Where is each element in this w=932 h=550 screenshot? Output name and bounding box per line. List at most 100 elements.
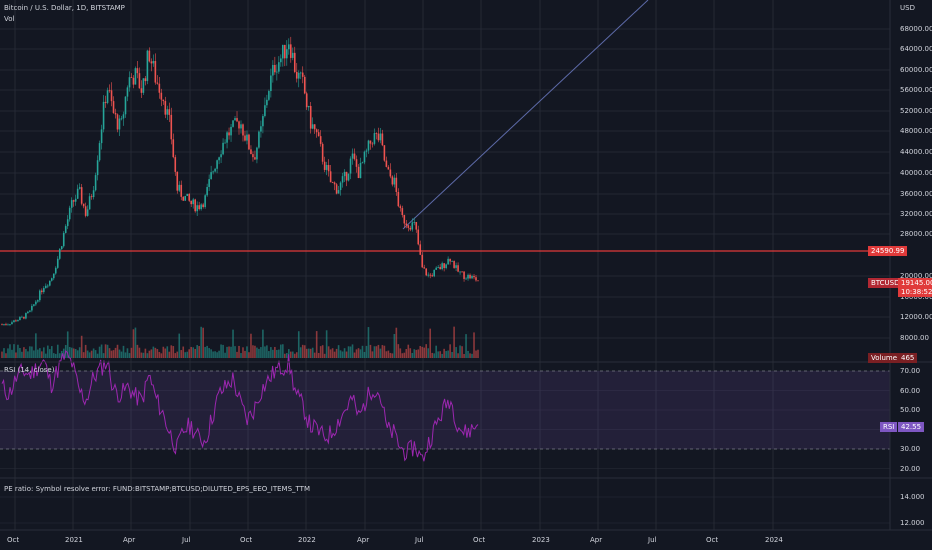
candle-body <box>214 168 216 172</box>
volume-bar <box>240 353 242 358</box>
volume-bar <box>375 346 378 358</box>
volume-bar <box>252 345 254 358</box>
vol-legend[interactable]: Vol <box>4 15 15 23</box>
candle-body <box>327 164 330 172</box>
time-tick-label: Jul <box>182 536 191 544</box>
rsi-tag-label: RSI <box>880 422 898 432</box>
trend-line[interactable] <box>402 0 649 230</box>
volume-bar <box>208 348 210 358</box>
candle-body <box>19 317 21 321</box>
candle-body <box>232 120 234 127</box>
candle-body <box>313 124 316 130</box>
candle-body <box>339 182 342 191</box>
candle-body <box>152 61 155 64</box>
candle-body <box>94 175 97 191</box>
volume-bar <box>244 350 246 358</box>
volume-bar <box>92 348 95 358</box>
pe-tick-label: 14.000 <box>900 493 925 501</box>
candle-body <box>447 258 449 265</box>
volume-bar <box>84 344 87 358</box>
candle-body <box>66 219 69 227</box>
candle-body <box>134 68 137 85</box>
volume-bar <box>196 345 198 358</box>
candle-body <box>401 208 404 216</box>
candle-body <box>421 254 424 268</box>
candle-body <box>391 176 394 185</box>
volume-bar <box>5 353 7 358</box>
volume-bar <box>325 330 328 358</box>
volume-bar <box>100 344 103 358</box>
volume-bar <box>395 327 398 358</box>
candle-body <box>154 61 157 83</box>
volume-bar <box>278 349 280 358</box>
candle-body <box>323 161 326 170</box>
candle-body <box>52 273 55 279</box>
candle-body <box>361 162 364 164</box>
candle-body <box>170 114 173 140</box>
candle-body <box>375 133 378 134</box>
candle-body <box>204 195 206 208</box>
volume-bar <box>361 345 364 358</box>
candle-body <box>116 114 119 130</box>
volume-bar <box>315 331 318 358</box>
volume-bar <box>146 353 149 358</box>
volume-bar <box>114 347 117 358</box>
candle-body <box>124 96 127 115</box>
candle-body <box>379 133 382 141</box>
candle-body <box>289 44 292 58</box>
candle-body <box>274 64 276 73</box>
candle-body <box>78 187 81 189</box>
price-tick-label: 40000.00 <box>900 169 932 177</box>
candle-body <box>37 300 39 302</box>
candle-body <box>244 135 246 141</box>
volume-bar <box>58 353 61 358</box>
candle-body <box>13 320 15 323</box>
candle-body <box>180 184 183 197</box>
volume-bar <box>180 350 183 358</box>
volume-bar <box>29 346 31 358</box>
volume-bar <box>415 349 418 358</box>
volume-bar <box>343 348 346 358</box>
candle-body <box>242 124 244 136</box>
rsi-legend[interactable]: RSI (14, close) <box>4 366 55 374</box>
candle-body <box>114 112 117 115</box>
candle-body <box>148 50 151 62</box>
candle-body <box>11 322 13 325</box>
candle-body <box>230 126 232 136</box>
volume-bar <box>17 344 19 358</box>
candle-body <box>33 304 35 306</box>
candle-body <box>435 267 437 270</box>
volume-bar <box>299 347 302 358</box>
volume-bar <box>226 346 228 358</box>
rsi-tick-label: 20.00 <box>900 464 921 473</box>
volume-bar <box>206 345 208 358</box>
volume-bar <box>286 353 288 358</box>
candle-body <box>321 143 324 162</box>
volume-bar <box>66 331 69 358</box>
candle-body <box>82 203 85 207</box>
volume-bar <box>293 353 296 358</box>
candle-body <box>138 73 141 89</box>
candle-body <box>449 258 451 262</box>
candle-body <box>373 133 376 144</box>
volume-bar <box>397 344 400 358</box>
volume-bar <box>168 351 171 358</box>
volume-bar <box>116 344 119 358</box>
price-tick-label: 20000.00 <box>900 272 932 280</box>
volume-bar <box>204 346 206 358</box>
volume-bar <box>178 333 181 358</box>
candle-body <box>429 274 432 276</box>
candle-body <box>136 68 139 74</box>
volume-bar <box>31 346 33 358</box>
price-tick-label: 12000.00 <box>900 313 932 321</box>
candle-body <box>122 114 125 119</box>
volume-bar <box>445 351 447 358</box>
candle-body <box>425 268 428 276</box>
candle-body <box>162 99 165 102</box>
volume-bar <box>76 350 79 358</box>
volume-bar <box>35 333 37 358</box>
candle-body <box>182 196 185 201</box>
symbol-title[interactable]: Bitcoin / U.S. Dollar, 1D, BITSTAMP <box>4 4 125 12</box>
candle-body <box>190 200 193 205</box>
